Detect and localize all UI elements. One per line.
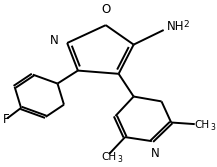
Text: 3: 3 [210,123,215,132]
Text: 3: 3 [118,155,122,164]
Text: NH: NH [167,20,184,33]
Text: 2: 2 [184,20,189,29]
Text: N: N [151,147,159,160]
Text: O: O [101,3,110,16]
Text: F: F [3,113,10,126]
Text: CH: CH [195,120,210,130]
Text: CH: CH [102,152,117,161]
Text: N: N [50,34,59,47]
